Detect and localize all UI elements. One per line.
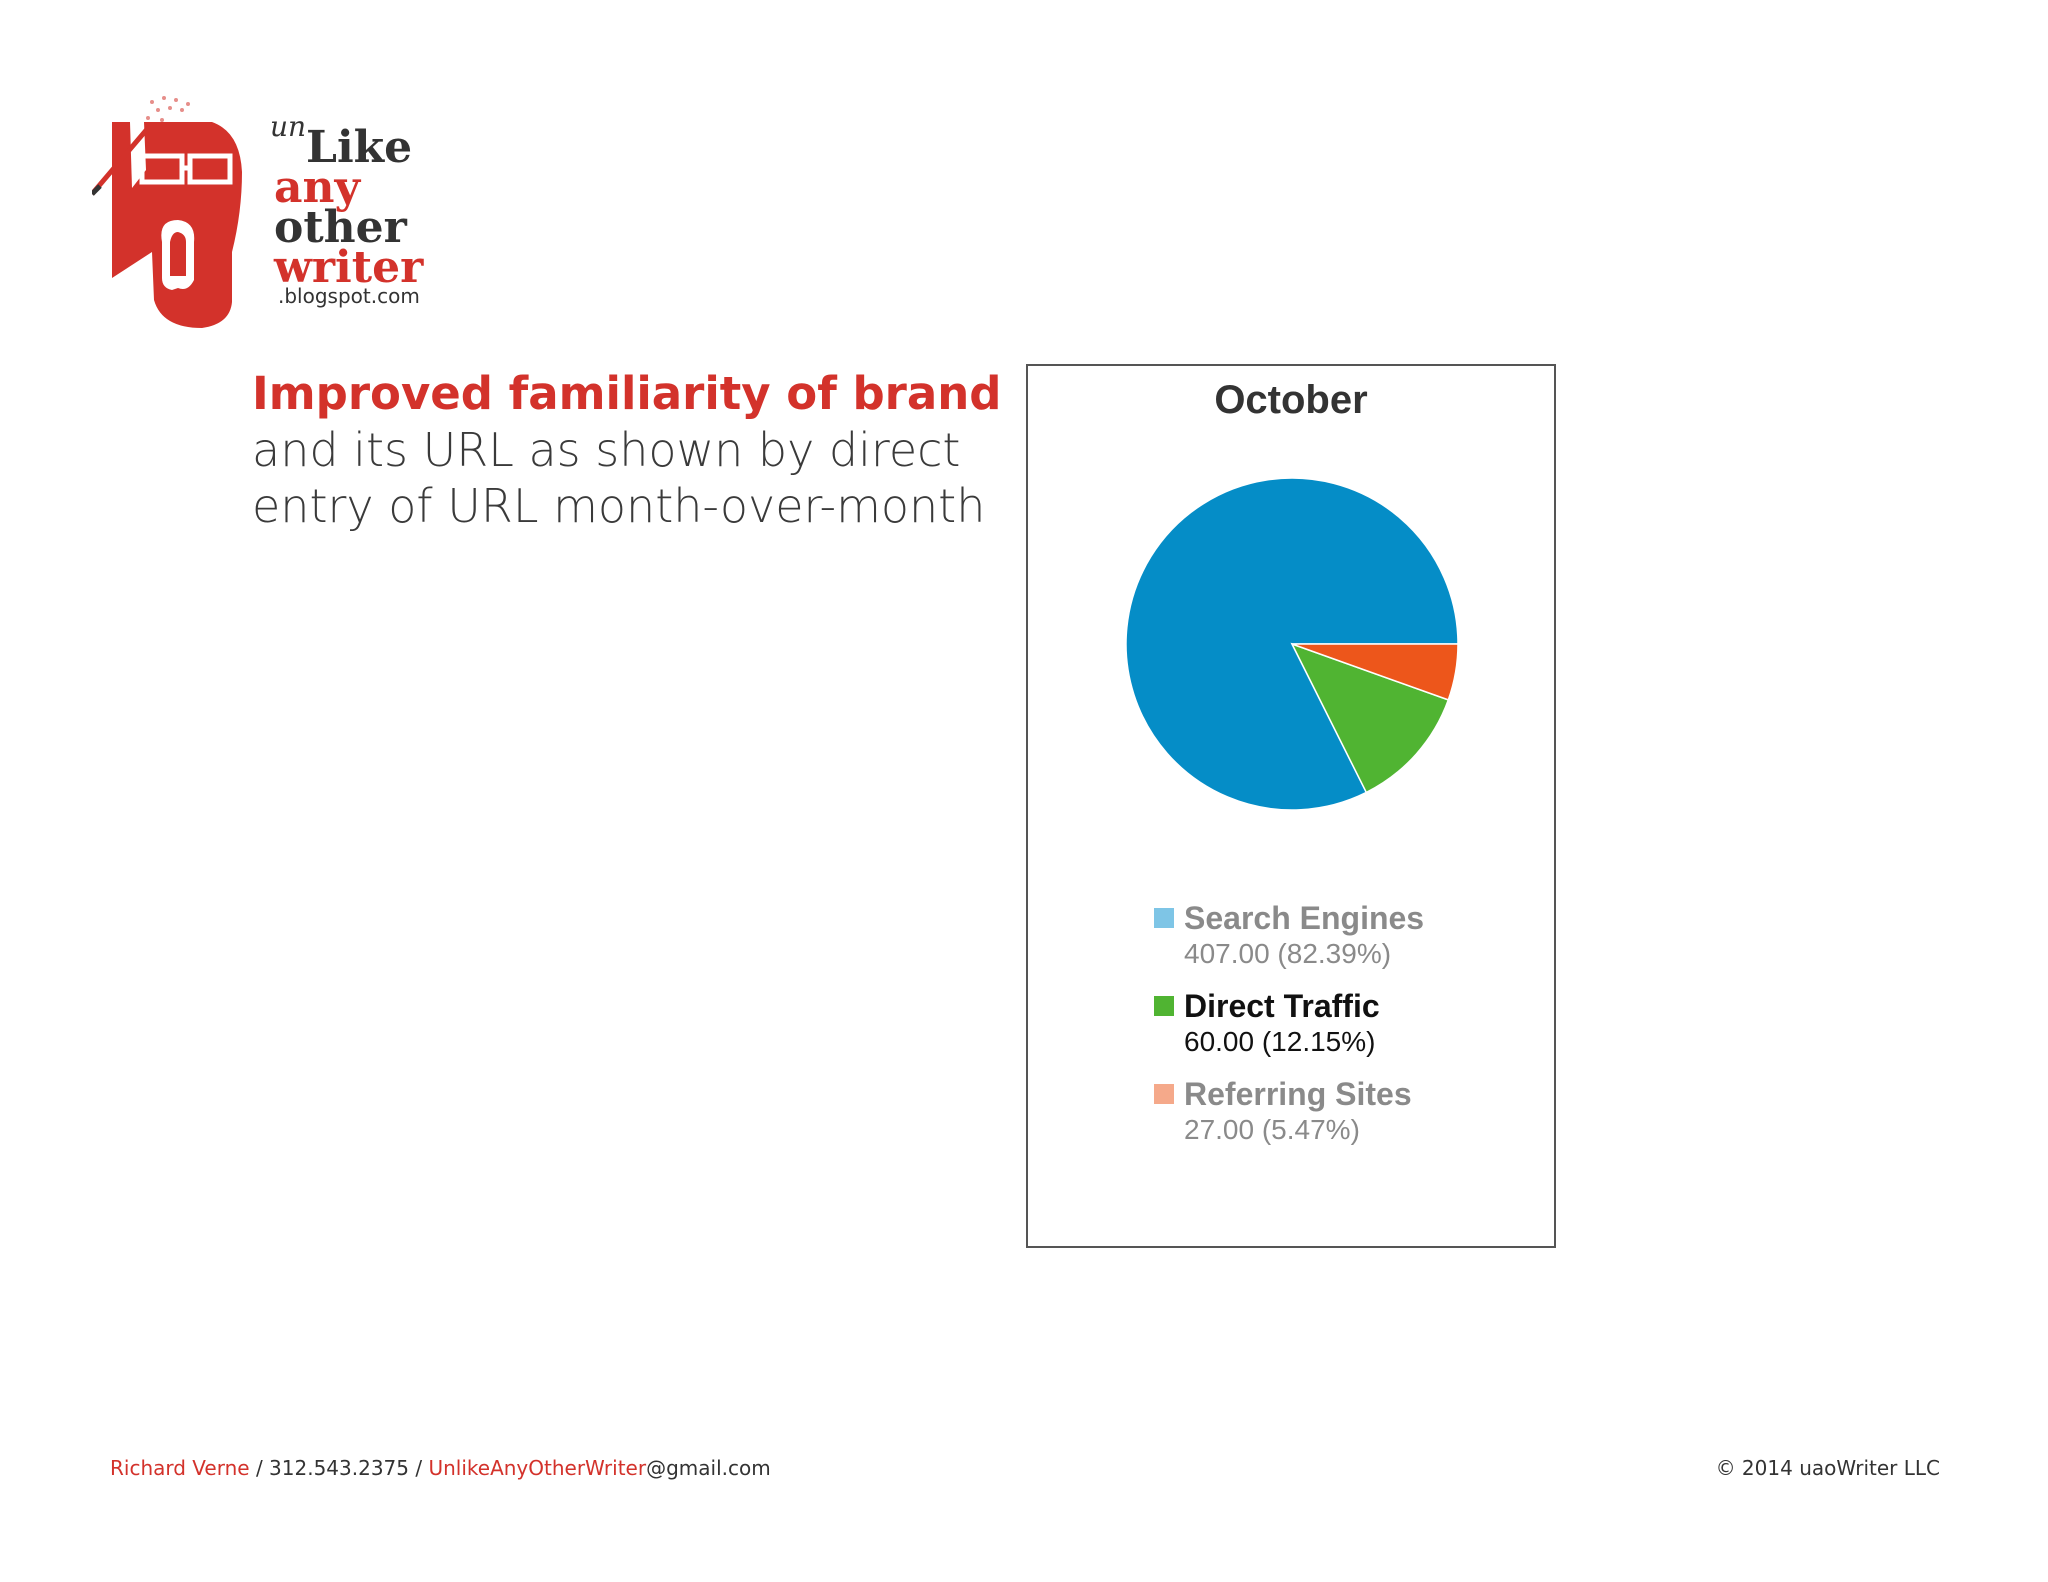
legend-label: Direct Traffic [1184, 988, 1380, 1024]
footer-copyright: © 2014 uaoWriter LLC [1715, 1456, 1940, 1480]
logo-writer-face-icon: un Like any other writer [90, 96, 424, 328]
brand-logo: un Like any other writer [90, 92, 452, 332]
pie-slice-referring-sites [1291, 643, 1459, 701]
footer-separator: / [249, 1456, 270, 1480]
footer-separator: / [409, 1456, 429, 1480]
svg-text:other: other [274, 202, 408, 253]
pie-chart [1125, 477, 1459, 811]
legend-swatch [1154, 996, 1174, 1016]
svg-text:any: any [274, 162, 362, 213]
legend-value: 60.00 (12.15%) [1184, 1026, 1376, 1057]
pie-slice-direct-traffic [1290, 642, 1450, 794]
svg-text:un: un [270, 110, 306, 143]
pie-chart-panel: October Search Engines 407.00 (82.39%) Dir… [1026, 364, 1556, 1248]
footer-contact: Richard Verne / 312.543.2375 / UnlikeAny… [110, 1456, 771, 1480]
legend-label: Search Engines [1184, 900, 1425, 936]
footer-name: Richard Verne [110, 1456, 250, 1480]
headline-line-3: entry of URL month-over-month [252, 479, 986, 533]
legend-value: 27.00 (5.47%) [1184, 1114, 1360, 1145]
logo-domain: .blogspot.com [278, 284, 420, 308]
headline-line-2: and its URL as shown by direct [252, 423, 961, 477]
footer-phone: 312.543.2375 [269, 1456, 410, 1480]
svg-text:writer: writer [273, 242, 424, 293]
legend-label: Referring Sites [1184, 1076, 1412, 1112]
headline-highlight: Improved familiarity of brand [252, 367, 1002, 420]
footer-email-domain[interactable]: @gmail.com [646, 1456, 771, 1480]
svg-text:Like: Like [306, 122, 412, 173]
chart-title: October [1214, 378, 1368, 422]
legend-value: 407.00 (82.39%) [1184, 938, 1392, 969]
headline: Improved familiarity of brand and its UR… [252, 366, 1012, 534]
legend-swatch [1154, 1084, 1174, 1104]
footer-email-user[interactable]: UnlikeAnyOtherWriter [428, 1456, 647, 1480]
legend-swatch [1154, 908, 1174, 928]
